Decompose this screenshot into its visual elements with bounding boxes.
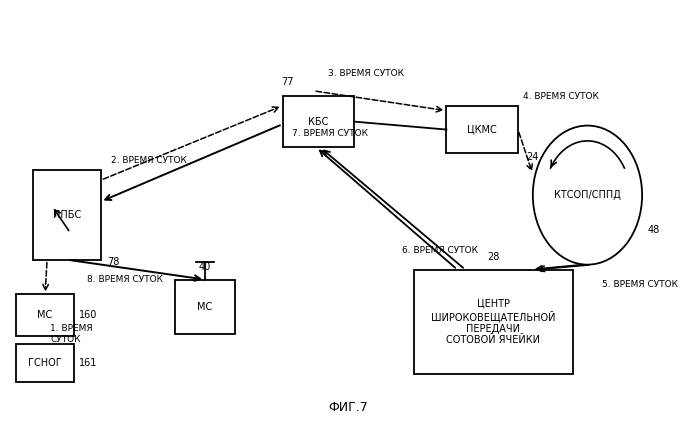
Text: МС: МС	[38, 310, 52, 320]
Text: 6. ВРЕМЯ СУТОК: 6. ВРЕМЯ СУТОК	[402, 246, 477, 255]
Text: ГСНОГ: ГСНОГ	[28, 358, 62, 368]
Text: ФИГ.7: ФИГ.7	[329, 401, 368, 414]
Bar	[282, 96, 354, 147]
Text: КТСОП/СППД: КТСОП/СППД	[554, 190, 621, 200]
Text: 78: 78	[108, 257, 120, 266]
Text: 3. ВРЕМЯ СУТОК: 3. ВРЕМЯ СУТОК	[329, 69, 404, 78]
Bar	[447, 106, 518, 153]
Bar	[175, 280, 235, 334]
Text: 24: 24	[526, 153, 538, 162]
Text: 77: 77	[281, 77, 294, 87]
Bar	[16, 344, 74, 382]
Text: 40: 40	[199, 262, 211, 272]
Bar	[414, 269, 572, 374]
Text: 5. ВРЕМЯ СУТОК: 5. ВРЕМЯ СУТОК	[603, 280, 678, 289]
Text: 7. ВРЕМЯ СУТОК: 7. ВРЕМЯ СУТОК	[292, 129, 368, 138]
Text: 4. ВРЕМЯ СУТОК: 4. ВРЕМЯ СУТОК	[523, 92, 599, 101]
Text: 160: 160	[79, 310, 97, 320]
Text: ЦКМС: ЦКМС	[468, 125, 497, 135]
Text: 28: 28	[487, 252, 499, 262]
Text: 161: 161	[79, 358, 97, 368]
Text: КБС: КБС	[308, 116, 329, 127]
Bar	[16, 295, 74, 336]
Text: 48: 48	[647, 225, 659, 235]
Bar	[33, 170, 101, 260]
Text: 1. ВРЕМЯ
СУТОК: 1. ВРЕМЯ СУТОК	[50, 324, 93, 344]
Text: МС: МС	[197, 302, 212, 312]
Text: 2. ВРЕМЯ СУТОК: 2. ВРЕМЯ СУТОК	[110, 156, 187, 165]
Text: ЦЕНТР
ШИРОКОВЕЩАТЕЛЬНОЙ
ПЕРЕДАЧИ
СОТОВОЙ ЯЧЕЙКИ: ЦЕНТР ШИРОКОВЕЩАТЕЛЬНОЙ ПЕРЕДАЧИ СОТОВОЙ…	[431, 298, 555, 345]
Text: ППБС: ППБС	[53, 210, 81, 220]
Text: 8. ВРЕМЯ СУТОК: 8. ВРЕМЯ СУТОК	[87, 275, 163, 283]
Ellipse shape	[533, 125, 642, 265]
